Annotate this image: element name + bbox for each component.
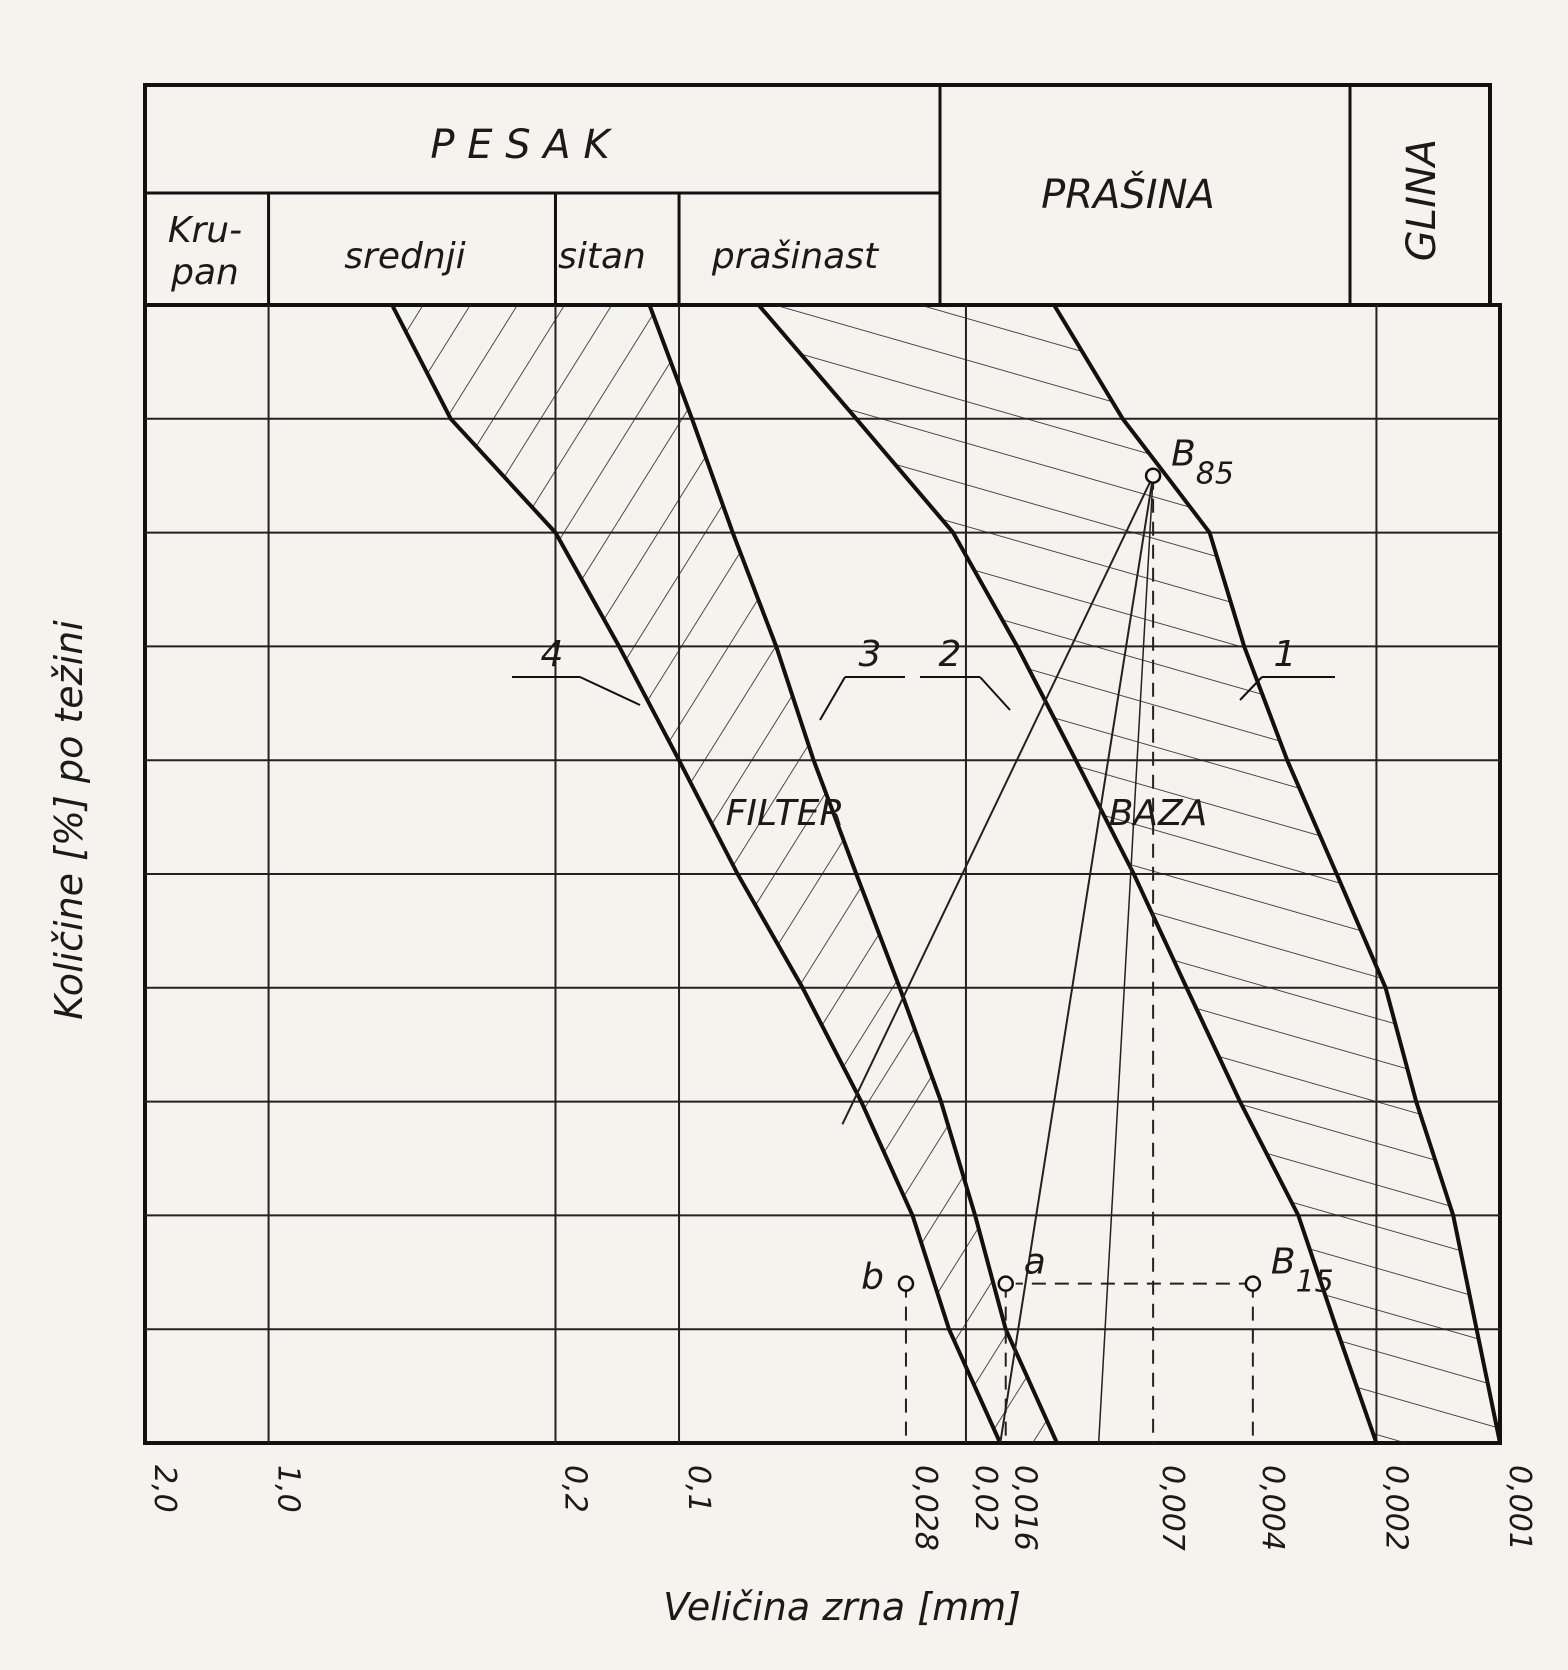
- point-sub-15: 15: [1296, 1265, 1334, 1300]
- line-b85-diag: [841, 475, 1155, 1125]
- region-label-baza: BAZA: [1109, 793, 1208, 834]
- y-axis-label: Količine [%] po težini: [47, 620, 91, 1020]
- curve-label-3: 3: [859, 634, 882, 675]
- gradation-curves: [390, 303, 1502, 1444]
- soil-classification-header: P E S A K PRAŠINA GLINA Kru- pan srednji…: [143, 83, 1492, 307]
- point-label-a: a: [1024, 1242, 1046, 1283]
- x-tick-label-4: 0,028: [908, 1465, 943, 1551]
- x-tick-label-1: 1,0: [271, 1465, 306, 1513]
- line-b85-down: [1097, 475, 1154, 1444]
- point-b: [897, 1275, 915, 1292]
- x-tick-label-5: 0,02: [968, 1465, 1003, 1532]
- curve-label-1: 1: [1274, 634, 1297, 675]
- x-tick-label-8: 0,004: [1255, 1465, 1290, 1551]
- curve-3: [647, 304, 1059, 1444]
- point-label-b: b: [861, 1257, 884, 1298]
- x-tick-label-6: 0,016: [1008, 1465, 1043, 1551]
- x-tick-label-10: 0,001: [1502, 1465, 1537, 1551]
- header-krupan-line2: pan: [170, 252, 239, 293]
- curve-label-4: 4: [541, 634, 564, 675]
- hatched-regions: [392, 305, 1500, 1443]
- x-tick-label-3: 0,1: [681, 1465, 716, 1513]
- x-axis-ticks: 2,0 1,0 0,2 0,1 0,028 0,02 0,016 0,007 0,004 0,00…: [147, 1465, 1537, 1551]
- point-b85: [1144, 467, 1162, 484]
- header-sitan: sitan: [558, 236, 646, 277]
- region-filter: [392, 305, 1058, 1443]
- curve-label-2: 2: [939, 634, 962, 675]
- curve-2: [757, 303, 1379, 1444]
- header-srednji: srednji: [344, 236, 465, 277]
- header-prasinast: prašinast: [711, 236, 880, 277]
- construction-lines: [841, 475, 1254, 1444]
- point-a: [997, 1275, 1014, 1292]
- point-sub-85: 85: [1196, 457, 1234, 492]
- curve-4: [390, 304, 1003, 1444]
- point-label-b85: B85: [1171, 434, 1234, 492]
- x-tick-label-9: 0,002: [1378, 1465, 1413, 1551]
- point-b15: [1244, 1275, 1262, 1292]
- region-baza: [758, 305, 1500, 1443]
- x-tick-label-7: 0,007: [1155, 1465, 1190, 1551]
- region-label-filter: FILTER: [726, 793, 845, 834]
- x-axis-label: Veličina zrna [mm]: [663, 1585, 1021, 1629]
- header-glina: GLINA: [1399, 139, 1445, 261]
- curve-1: [1052, 303, 1502, 1444]
- curve-labels: 4 3 2 1: [512, 634, 1335, 721]
- header-pesak: P E S A K: [430, 122, 612, 168]
- x-tick-label-0: 2,0: [147, 1465, 182, 1513]
- header-prasina: PRAŠINA: [1041, 170, 1215, 218]
- x-tick-label-2: 0,2: [557, 1465, 592, 1513]
- header-krupan-line1: Kru-: [168, 210, 242, 251]
- line-b85-left: [999, 475, 1155, 1444]
